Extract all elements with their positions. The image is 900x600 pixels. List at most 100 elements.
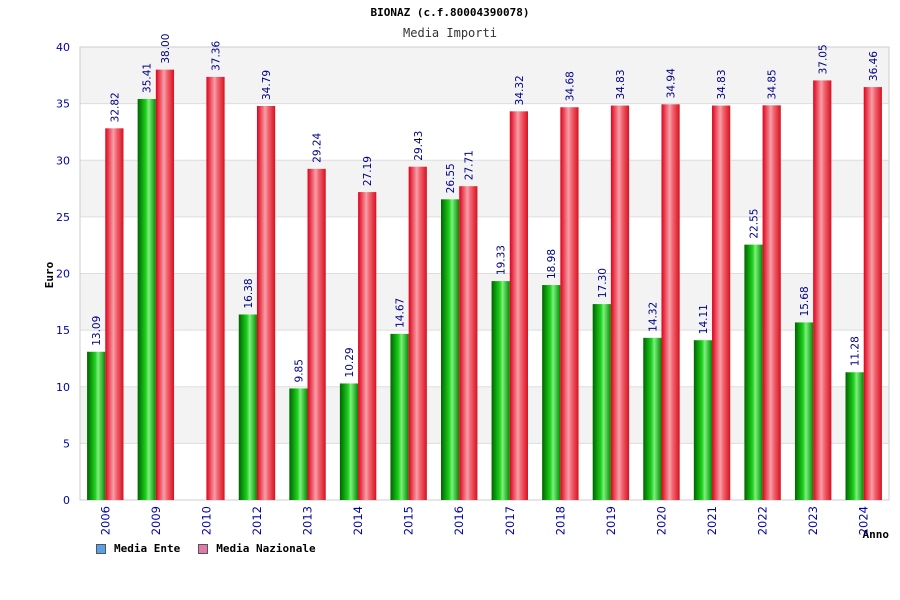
data-label-media-ente: 11.28 [850, 336, 862, 366]
data-label-media-ente: 14.11 [698, 304, 710, 334]
data-label-media-ente: 18.98 [546, 249, 558, 279]
data-label-media-nazionale: 37.36 [211, 41, 223, 71]
bar-media-ente [744, 244, 763, 500]
bar-media-nazionale [206, 76, 225, 500]
x-tick-label: 2018 [553, 506, 567, 535]
bar-media-nazionale [509, 111, 528, 501]
x-tick-label: 2010 [199, 506, 213, 535]
bar-media-nazionale [105, 128, 124, 500]
data-label-media-ente: 14.67 [395, 298, 407, 328]
bar-media-ente [238, 314, 257, 500]
data-label-media-nazionale: 34.85 [767, 69, 779, 99]
x-tick-label: 2022 [756, 506, 770, 535]
data-label-media-nazionale: 34.32 [514, 75, 526, 105]
data-label-media-nazionale: 34.79 [261, 70, 273, 100]
legend-item-media-nazionale: Media Nazionale [198, 542, 316, 555]
data-label-media-nazionale: 29.43 [413, 131, 425, 161]
y-tick-label: 0 [63, 494, 70, 507]
data-label-media-nazionale: 27.71 [463, 150, 475, 180]
data-label-media-nazionale: 32.82 [109, 92, 121, 122]
y-tick-label: 25 [56, 211, 70, 224]
data-label-media-nazionale: 37.05 [817, 44, 829, 74]
bar-media-ente [794, 322, 814, 500]
x-axis-label: Anno [863, 528, 890, 541]
bar-media-nazionale [459, 186, 478, 500]
chart-title: BIONAZ (c.f.80004390078) [371, 6, 530, 19]
data-label-media-nazionale: 38.00 [160, 34, 172, 64]
legend-swatch-media-ente [96, 543, 106, 554]
bar-media-ente [491, 281, 510, 500]
legend: Media Ente Media Nazionale [96, 542, 316, 555]
x-tick-label: 2009 [149, 506, 163, 535]
data-label-media-ente: 16.38 [243, 278, 255, 308]
bar-media-ente [441, 199, 460, 501]
bar-media-nazionale [155, 69, 175, 501]
x-tick-label: 2020 [654, 506, 668, 535]
data-label-media-nazionale: 36.46 [868, 51, 880, 81]
data-label-media-ente: 10.29 [344, 347, 356, 377]
x-tick-label: 2017 [503, 506, 517, 535]
bar-media-nazionale [256, 106, 276, 501]
bar-media-nazionale [610, 105, 630, 501]
data-label-media-ente: 19.33 [496, 245, 508, 275]
x-tick-label: 2012 [250, 506, 264, 535]
data-label-media-nazionale: 29.24 [312, 132, 324, 162]
bar-media-ente [289, 388, 308, 500]
bar-media-nazionale [358, 192, 377, 501]
data-label-media-ente: 35.41 [142, 63, 154, 93]
x-tick-label: 2021 [705, 506, 719, 535]
data-label-media-nazionale: 34.83 [615, 69, 627, 99]
data-label-media-nazionale: 34.68 [564, 71, 576, 101]
y-tick-label: 10 [56, 381, 70, 394]
x-tick-label: 2014 [351, 506, 365, 535]
bar-media-ente [693, 340, 713, 500]
y-axis-ticks: 0 5 10 15 20 25 30 35 40 [56, 41, 70, 507]
y-tick-label: 5 [63, 437, 70, 450]
data-label-media-nazionale: 27.19 [362, 156, 374, 186]
bar-media-ente [390, 333, 409, 500]
data-label-media-ente: 13.09 [91, 316, 103, 346]
data-label-media-nazionale: 34.94 [666, 68, 678, 98]
data-label-media-nazionale: 34.83 [716, 69, 728, 99]
x-tick-label: 2024 [857, 506, 871, 535]
bar-media-nazionale [560, 107, 579, 501]
data-label-media-ente: 15.68 [799, 286, 811, 316]
bar-media-nazionale [813, 80, 832, 500]
data-label-media-ente: 17.30 [597, 268, 609, 298]
bar-media-nazionale [661, 104, 680, 500]
y-tick-label: 35 [56, 98, 70, 111]
x-tick-label: 2016 [452, 506, 466, 535]
legend-label-media-ente: Media Ente [114, 542, 181, 555]
data-label-media-ente: 14.32 [647, 302, 659, 332]
y-axis-label: Euro [43, 261, 56, 288]
bar-media-ente [845, 372, 864, 500]
bar-media-nazionale [863, 87, 882, 500]
x-axis-ticks: 2006 2009 2010 2012 2013 2014 2015 2016 2017 2018… [98, 506, 870, 535]
bar-media-ente [137, 98, 156, 500]
data-label-media-ente: 22.55 [748, 209, 760, 239]
x-tick-label: 2023 [806, 506, 820, 535]
bar-media-ente [592, 304, 611, 500]
legend-label-media-nazionale: Media Nazionale [216, 542, 316, 555]
bar-media-nazionale [712, 105, 731, 501]
y-tick-label: 20 [56, 268, 70, 281]
bar-media-nazionale [762, 105, 781, 500]
bar-media-ente [643, 337, 662, 500]
chart-subtitle: Media Importi [403, 26, 497, 40]
bars [87, 69, 882, 501]
bar-media-nazionale [307, 168, 326, 500]
data-label-media-ente: 26.55 [445, 163, 457, 193]
plot-frame [79, 46, 890, 501]
bar-media-ente [542, 285, 561, 500]
y-tick-label: 40 [56, 41, 70, 54]
x-tick-label: 2015 [402, 506, 416, 535]
bar-media-ente [87, 351, 106, 500]
bar-media-ente [339, 383, 359, 500]
y-tick-label: 30 [56, 154, 70, 167]
legend-swatch-media-nazionale [198, 543, 209, 554]
x-tick-label: 2013 [301, 506, 315, 535]
x-tick-label: 2006 [98, 506, 112, 535]
y-tick-label: 15 [56, 324, 70, 337]
bar-media-nazionale [408, 166, 427, 500]
data-labels: 13.09 32.82 35.41 38.00 37.36 16.38 34.79 9.85 2… [91, 34, 880, 383]
